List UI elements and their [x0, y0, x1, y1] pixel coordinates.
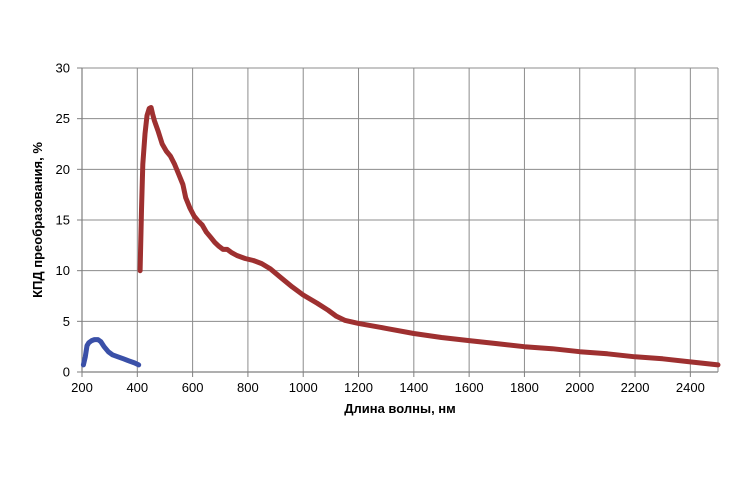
y-tick-label: 25 [56, 111, 70, 126]
y-tick-label: 10 [56, 263, 70, 278]
series-group [80, 105, 721, 368]
axes [77, 67, 718, 377]
x-tick-label: 1000 [289, 380, 318, 395]
x-tick-label: 2000 [565, 380, 594, 395]
y-tick-label: 20 [56, 162, 70, 177]
x-tick-label: 1400 [399, 380, 428, 395]
tick-labels: 200 400 600 800 1000 1200 1400 1600 1800 2000 2200… [56, 61, 705, 396]
y-tick-label: 30 [56, 61, 70, 76]
x-tick-label: 400 [126, 380, 148, 395]
y-tick-label: 15 [56, 213, 70, 228]
x-tick-label: 600 [182, 380, 204, 395]
y-tick-label: 0 [63, 365, 70, 380]
grid [81, 67, 719, 372]
series-line-red [137, 105, 721, 368]
y-tick-label: 5 [63, 314, 70, 329]
y-axis-title: КПД преобразования, % [30, 142, 45, 298]
x-tick-label: 200 [71, 380, 93, 395]
x-axis-title: Длина волны, нм [344, 401, 456, 416]
x-tick-label: 2400 [676, 380, 705, 395]
x-tick-label: 2200 [621, 380, 650, 395]
x-tick-label: 1200 [344, 380, 373, 395]
series-line-blue [80, 337, 142, 368]
x-tick-label: 800 [237, 380, 259, 395]
x-tick-label: 1600 [455, 380, 484, 395]
x-tick-label: 1800 [510, 380, 539, 395]
